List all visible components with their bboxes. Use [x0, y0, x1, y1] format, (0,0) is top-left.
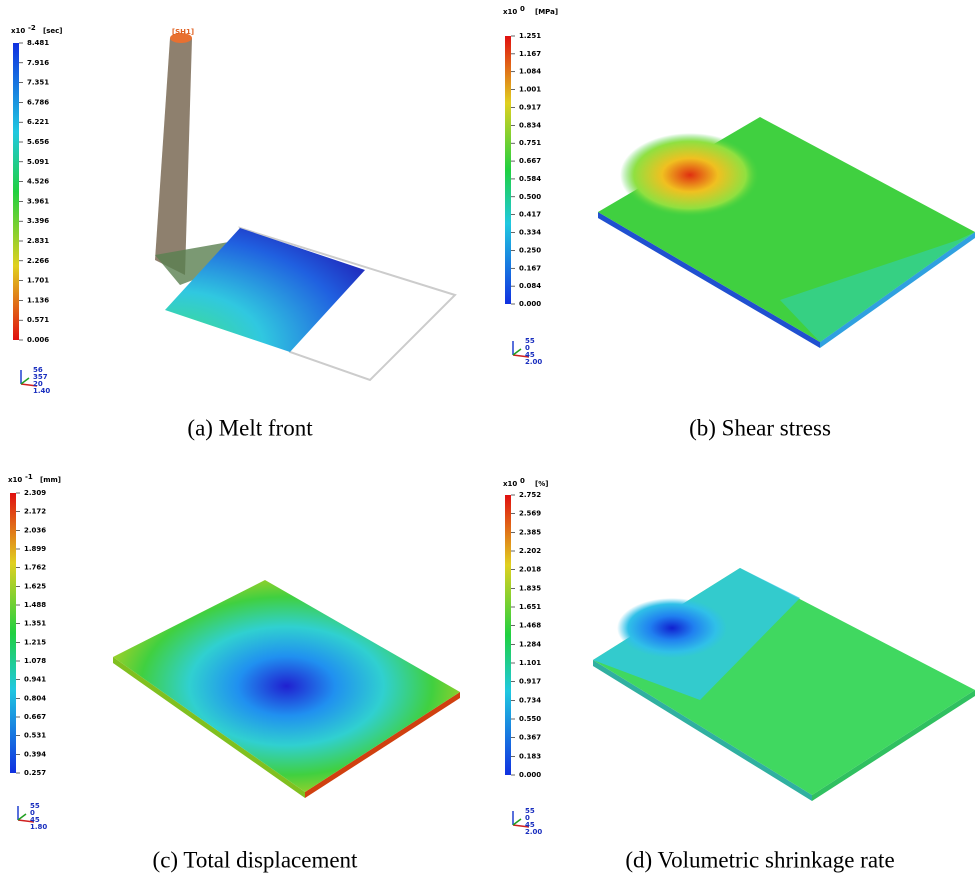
- scale-label: 0.917: [519, 678, 541, 686]
- scale-exponent: 0: [520, 477, 525, 485]
- scale-base: x10: [11, 27, 25, 35]
- scale-label: 1.899: [24, 545, 46, 553]
- scale-label: 1.351: [24, 620, 46, 628]
- scale-label: 7.916: [27, 59, 49, 67]
- scale-label: 0.334: [519, 229, 541, 237]
- axis-z: [21, 378, 29, 384]
- scale-label: 1.251: [519, 32, 541, 40]
- scale-exponent: -1: [25, 473, 33, 481]
- scale-base: x10: [8, 476, 22, 484]
- scale-label: 0.000: [519, 771, 541, 779]
- caption: (c) Total displacement: [153, 847, 358, 872]
- scale-label: 2.172: [24, 508, 46, 516]
- scale-exponent: -2: [28, 24, 36, 32]
- scale-label: 0.550: [519, 715, 541, 723]
- scale-label: 3.396: [27, 217, 49, 225]
- scale-label: 5.091: [27, 158, 49, 166]
- caption: (a) Melt front: [187, 415, 313, 440]
- displacement-model: [113, 580, 460, 798]
- scale-label: 0.584: [519, 175, 541, 183]
- unit: [mm]: [40, 476, 61, 484]
- scale-label: 0.183: [519, 752, 541, 760]
- scale-label: 0.250: [519, 246, 541, 254]
- scale-label: 7.351: [27, 79, 49, 87]
- scale-base: x10: [503, 8, 517, 16]
- scale-label: 2.309: [24, 489, 46, 497]
- scale-label: 1.084: [519, 68, 541, 76]
- scale-label: 0.500: [519, 193, 541, 201]
- scale-label: 6.221: [27, 118, 49, 126]
- scale-label: 0.367: [519, 734, 541, 742]
- scale-label: 2.831: [27, 237, 49, 245]
- color-bar: [13, 43, 19, 340]
- scale-label: 6.786: [27, 98, 49, 106]
- scale-label: 1.167: [519, 50, 541, 58]
- scale-label: 0.257: [24, 769, 46, 777]
- scale-label: 4.526: [27, 178, 49, 186]
- scale-label: 2.202: [519, 547, 541, 555]
- scale-label: 1.101: [519, 659, 541, 667]
- color-bar: [505, 36, 511, 304]
- view-label: 1.40: [33, 387, 50, 395]
- scale-label: 0.394: [24, 750, 46, 758]
- axis-z: [513, 349, 521, 355]
- scale-label: 1.136: [27, 296, 49, 304]
- axis-z: [18, 814, 26, 820]
- scale-label: 1.625: [24, 582, 46, 590]
- scale-exponent: 0: [520, 5, 525, 13]
- figure: x10-2[sec]8.4817.9167.3516.7866.2215.656…: [0, 0, 977, 879]
- color-bar: [10, 493, 16, 773]
- scale-label: 1.215: [24, 638, 46, 646]
- shear-stress-model: [598, 117, 975, 348]
- scale-label: 1.284: [519, 640, 541, 648]
- unit: [MPa]: [535, 8, 558, 16]
- scale-base: x10: [503, 480, 517, 488]
- scale-label: 0.571: [27, 316, 49, 324]
- scale-label: 5.656: [27, 138, 49, 146]
- view-label: 2.00: [525, 358, 542, 366]
- scale-label: 2.385: [519, 528, 541, 536]
- scale-label: 0.000: [519, 300, 541, 308]
- color-bar: [505, 495, 511, 775]
- scale-label: 1.468: [519, 622, 541, 630]
- scale-label: 2.752: [519, 491, 541, 499]
- scale-label: 3.961: [27, 197, 49, 205]
- scale-label: 0.531: [24, 732, 46, 740]
- scale-label: 0.006: [27, 336, 49, 344]
- scale-label: 0.917: [519, 103, 541, 111]
- scale-label: 2.018: [519, 566, 541, 574]
- axis-z: [513, 819, 521, 825]
- scale-label: 0.941: [24, 676, 46, 684]
- caption: (d) Volumetric shrinkage rate: [625, 847, 894, 872]
- shrinkage-model: [593, 568, 975, 801]
- scale-label: 2.036: [24, 526, 46, 534]
- gate-marker: [SH1]: [172, 28, 194, 36]
- caption: (b) Shear stress: [689, 415, 831, 440]
- scale-label: 2.266: [27, 257, 49, 265]
- scale-label: 1.651: [519, 603, 541, 611]
- scale-label: 8.481: [27, 39, 49, 47]
- view-label: 1.80: [30, 823, 47, 831]
- scale-label: 0.751: [519, 139, 541, 147]
- scale-label: 1.762: [24, 564, 46, 572]
- scale-label: 0.417: [519, 211, 541, 219]
- melt-front-model: [155, 33, 455, 380]
- scale-label: 1.078: [24, 657, 46, 665]
- unit: [sec]: [43, 27, 62, 35]
- scale-label: 0.167: [519, 264, 541, 272]
- scale-label: 0.667: [24, 713, 46, 721]
- scale-label: 1.001: [519, 86, 541, 94]
- scale-label: 1.835: [519, 584, 541, 592]
- scale-label: 0.667: [519, 157, 541, 165]
- view-label: 2.00: [525, 828, 542, 836]
- scale-label: 1.701: [27, 277, 49, 285]
- scale-label: 1.488: [24, 601, 46, 609]
- scale-label: 0.084: [519, 282, 541, 290]
- scale-label: 0.804: [24, 694, 46, 702]
- scale-label: 2.569: [519, 510, 541, 518]
- scale-label: 0.834: [519, 121, 541, 129]
- scale-label: 0.734: [519, 696, 541, 704]
- unit: [%]: [535, 480, 548, 488]
